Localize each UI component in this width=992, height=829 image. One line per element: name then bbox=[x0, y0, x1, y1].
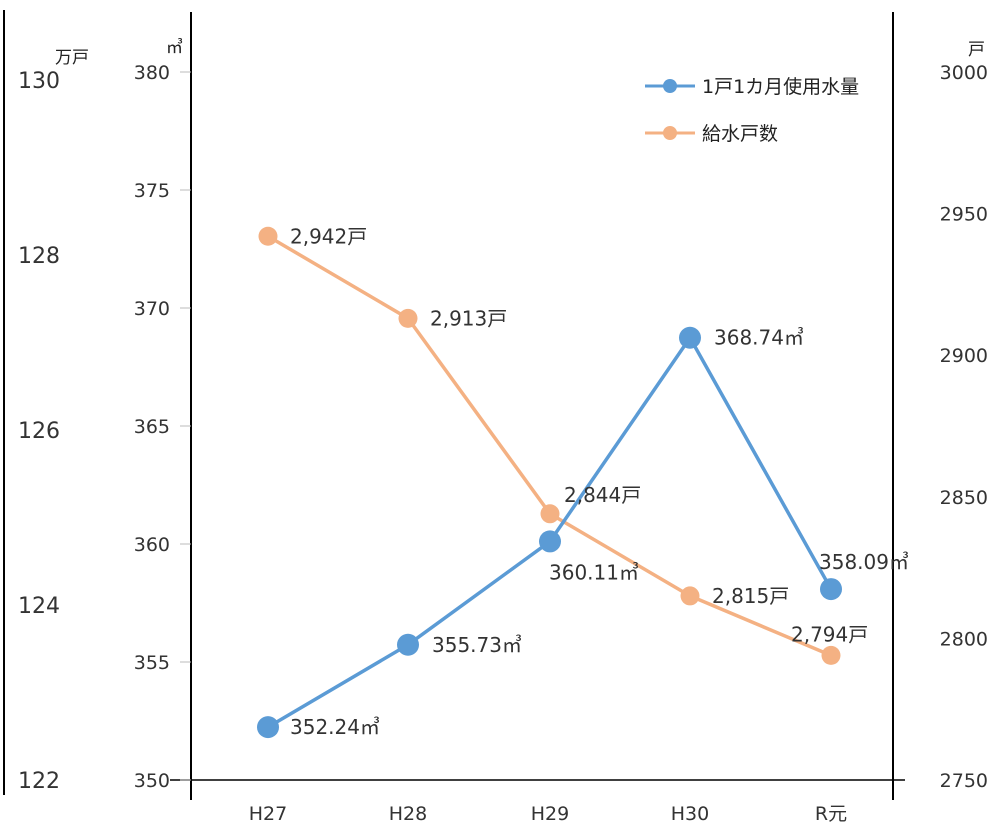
right-axis-tick-label: 2850 bbox=[940, 487, 988, 509]
outer-axis-tick-label: 122 bbox=[18, 769, 60, 794]
right-axis-tick-label: 2900 bbox=[940, 345, 988, 367]
data-point-households bbox=[540, 504, 560, 524]
data-point-households bbox=[398, 308, 418, 328]
data-point-households bbox=[821, 645, 841, 665]
outer-axis-tick-label: 128 bbox=[18, 244, 60, 269]
data-label-usage: 352.24㎥ bbox=[290, 715, 380, 739]
data-label-households: 2,942戸 bbox=[290, 224, 367, 248]
data-label-households: 2,815戸 bbox=[712, 584, 789, 608]
data-label-usage: 358.09㎥ bbox=[819, 550, 909, 574]
outer-axis-unit: 万戸 bbox=[55, 48, 89, 68]
left-axis-tick-label: 370 bbox=[134, 298, 170, 320]
series: 352.24㎥ 355.73㎥ 360.11㎥ 368.74㎥ 358.09㎥ 2,942… bbox=[257, 224, 909, 739]
x-axis-tick-label: R元 bbox=[815, 803, 847, 825]
right-axis-tick-label: 2800 bbox=[940, 628, 988, 650]
right-axis-tick-label: 2750 bbox=[940, 770, 988, 792]
tick-labels: 350 355 360 365 370 375 380 2750 2800 2850 2900 295… bbox=[18, 62, 988, 825]
data-point-usage bbox=[820, 578, 842, 601]
data-point-households bbox=[258, 226, 278, 246]
outer-axis-tick-label: 126 bbox=[18, 419, 60, 444]
data-label-usage: 360.11㎥ bbox=[549, 560, 639, 584]
data-label-households: 2,794戸 bbox=[791, 622, 868, 646]
data-point-usage bbox=[679, 326, 701, 349]
left-axis-tick-label: 380 bbox=[134, 62, 170, 84]
right-axis-tick-label: 2950 bbox=[940, 204, 988, 226]
legend-label-households: 給水戸数 bbox=[702, 123, 778, 145]
x-axis-tick-label: H29 bbox=[531, 803, 569, 825]
left-axis-tick-label: 360 bbox=[134, 534, 170, 556]
data-label-usage: 355.73㎥ bbox=[432, 633, 522, 657]
outer-axis-tick-label: 130 bbox=[18, 69, 60, 94]
left-axis-tick-label: 355 bbox=[134, 652, 170, 674]
legend-swatch-households-marker bbox=[663, 126, 677, 140]
outer-axis-tick-label: 124 bbox=[18, 594, 60, 619]
right-axis-tick-label: 3000 bbox=[940, 62, 988, 84]
legend-swatch-usage-marker bbox=[663, 79, 677, 93]
data-point-households bbox=[680, 586, 700, 606]
left-axis-tick-label: 365 bbox=[134, 416, 170, 438]
data-label-households: 2,844戸 bbox=[564, 483, 641, 507]
legend: 1戸1カ月使用水量 給水戸数 bbox=[645, 76, 859, 145]
x-axis-tick-label: H30 bbox=[671, 803, 709, 825]
data-point-usage bbox=[397, 633, 419, 656]
legend-label-usage: 1戸1カ月使用水量 bbox=[702, 76, 859, 98]
data-label-households: 2,913戸 bbox=[430, 306, 507, 330]
x-axis-tick-label: H27 bbox=[249, 803, 287, 825]
x-axis-tick-label: H28 bbox=[389, 803, 427, 825]
left-axis-tick-label: 350 bbox=[134, 770, 170, 792]
data-label-usage: 368.74㎥ bbox=[714, 326, 804, 350]
data-point-usage bbox=[539, 530, 561, 553]
data-point-usage bbox=[257, 716, 279, 739]
left-axis-unit: ㎥ bbox=[166, 38, 183, 58]
axes: 万戸 ㎥ 戸 bbox=[3, 10, 985, 800]
right-axis-unit: 戸 bbox=[968, 40, 985, 60]
left-axis-tick-label: 375 bbox=[134, 180, 170, 202]
